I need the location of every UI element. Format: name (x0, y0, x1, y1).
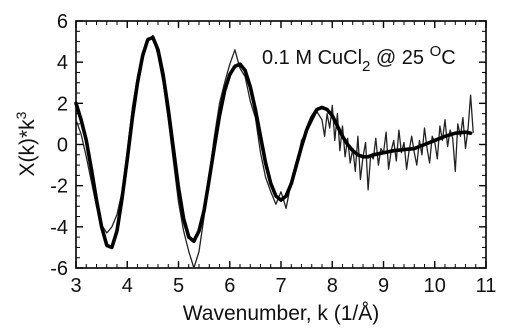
sample-annotation: 0.1 M CuCl2 @ 25 OC (262, 43, 456, 75)
x-axis-title: Wavenumber, k (1/Å) (183, 302, 379, 325)
x-tick-label: 7 (275, 275, 286, 297)
y-tick-label: 0 (57, 135, 68, 157)
y-axis-title-superscript: 3 (13, 111, 29, 119)
annotation-superscript: O (430, 43, 442, 60)
annotation-subscript: 2 (362, 58, 370, 75)
y-tick-label: -2 (50, 176, 68, 198)
x-tick-label: 11 (476, 275, 497, 297)
annotation-mid: @ 25 (370, 47, 429, 69)
y-tick-label: -6 (50, 258, 68, 280)
x-tick-label: 3 (70, 275, 81, 297)
x-tick-label: 10 (424, 275, 446, 297)
y-tick-label: -4 (50, 217, 68, 239)
y-axis-title-main: X(k)*k (16, 119, 39, 177)
experimental-data-line (75, 34, 474, 269)
y-tick-label: 2 (57, 93, 68, 115)
x-tick-label: 5 (173, 275, 184, 297)
annotation-end: C (441, 47, 455, 69)
tick-labels: 3 4 5 6 7 8 9 10 11 -6 -4 -2 0 2 4 6 (50, 11, 496, 297)
axis-ticks (75, 20, 487, 269)
y-tick-label: 6 (57, 11, 68, 33)
x-tick-label: 8 (327, 275, 338, 297)
y-tick-label: 4 (57, 52, 68, 74)
fit-curve-line (74, 35, 473, 250)
annotation-main: 0.1 M CuCl (262, 47, 362, 69)
y-axis-title: X(k)*k3 (13, 111, 39, 176)
x-tick-label: 6 (224, 275, 235, 297)
series-layer (74, 34, 474, 269)
x-tick-label: 4 (122, 275, 133, 297)
x-tick-label: 9 (378, 275, 389, 297)
